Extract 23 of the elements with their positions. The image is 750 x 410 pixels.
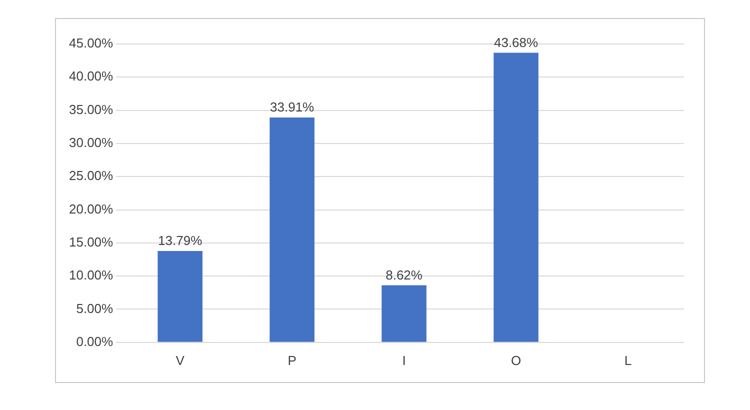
x-tick-label: L [624,352,632,368]
y-tick-label: 15.00% [68,234,114,250]
data-label: 33.91% [270,100,315,115]
y-tick-label: 40.00% [68,68,114,84]
bar [270,118,314,342]
bar [158,250,202,342]
y-tick-label: 5.00% [76,300,114,316]
y-tick-label: 45.00% [68,36,114,51]
data-label: 8.62% [386,267,423,282]
bar [494,52,538,342]
y-tick-label: 30.00% [68,135,114,150]
x-tick-label: I [402,352,406,368]
y-tick-label: 35.00% [68,102,114,117]
data-label: 13.79% [158,233,203,248]
y-tick-label: 25.00% [68,168,114,184]
y-tick-label: 10.00% [68,268,114,283]
x-tick-label: P [288,352,296,368]
y-tick-label: 0.00% [76,334,114,349]
data-label: 43.68% [494,34,539,50]
bar [382,285,426,342]
x-tick-label: O [510,352,522,368]
x-tick-label: V [176,352,185,368]
y-tick-label: 20.00% [68,201,114,216]
